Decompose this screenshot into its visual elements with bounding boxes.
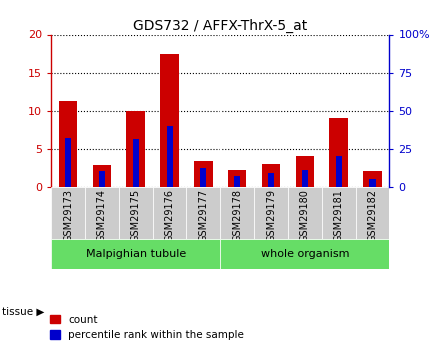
FancyBboxPatch shape [186,187,220,239]
FancyBboxPatch shape [153,187,186,239]
Legend: count, percentile rank within the sample: count, percentile rank within the sample [50,315,244,340]
Bar [262,164,280,187]
Text: GSM29173: GSM29173 [63,189,73,242]
Text: GSM29181: GSM29181 [334,189,344,242]
Text: Malpighian tubule: Malpighian tubule [85,249,186,259]
FancyBboxPatch shape [51,187,85,239]
Bar [336,156,342,187]
Text: GSM29180: GSM29180 [300,189,310,242]
Bar [295,156,314,187]
FancyBboxPatch shape [119,187,153,239]
Text: GSM29177: GSM29177 [198,189,208,242]
Bar [126,110,145,187]
FancyBboxPatch shape [356,187,389,239]
Bar [160,53,179,187]
FancyBboxPatch shape [288,187,322,239]
Bar [166,126,173,187]
FancyBboxPatch shape [85,187,119,239]
Bar [133,139,139,187]
Bar [369,179,376,187]
Text: whole organism: whole organism [261,249,349,259]
Text: GSM29179: GSM29179 [266,189,276,242]
Text: GSM29178: GSM29178 [232,189,242,242]
Text: GSM29174: GSM29174 [97,189,107,242]
Text: GSM29175: GSM29175 [131,189,141,242]
FancyBboxPatch shape [254,187,288,239]
Text: GSM29182: GSM29182 [368,189,377,242]
Text: tissue ▶: tissue ▶ [2,307,44,317]
Bar [302,170,308,187]
Bar [93,165,111,187]
FancyBboxPatch shape [220,239,389,269]
Bar [59,101,77,187]
Bar [194,161,213,187]
Bar [228,170,247,187]
FancyBboxPatch shape [322,187,356,239]
Title: GDS732 / AFFX-ThrX-5_at: GDS732 / AFFX-ThrX-5_at [133,19,307,33]
Bar [234,176,240,187]
FancyBboxPatch shape [51,239,220,269]
Text: GSM29176: GSM29176 [165,189,174,242]
Bar [363,170,382,187]
Bar [65,138,71,187]
Bar [99,171,105,187]
Bar [268,173,274,187]
Bar [200,168,206,187]
Bar [329,118,348,187]
FancyBboxPatch shape [220,187,254,239]
